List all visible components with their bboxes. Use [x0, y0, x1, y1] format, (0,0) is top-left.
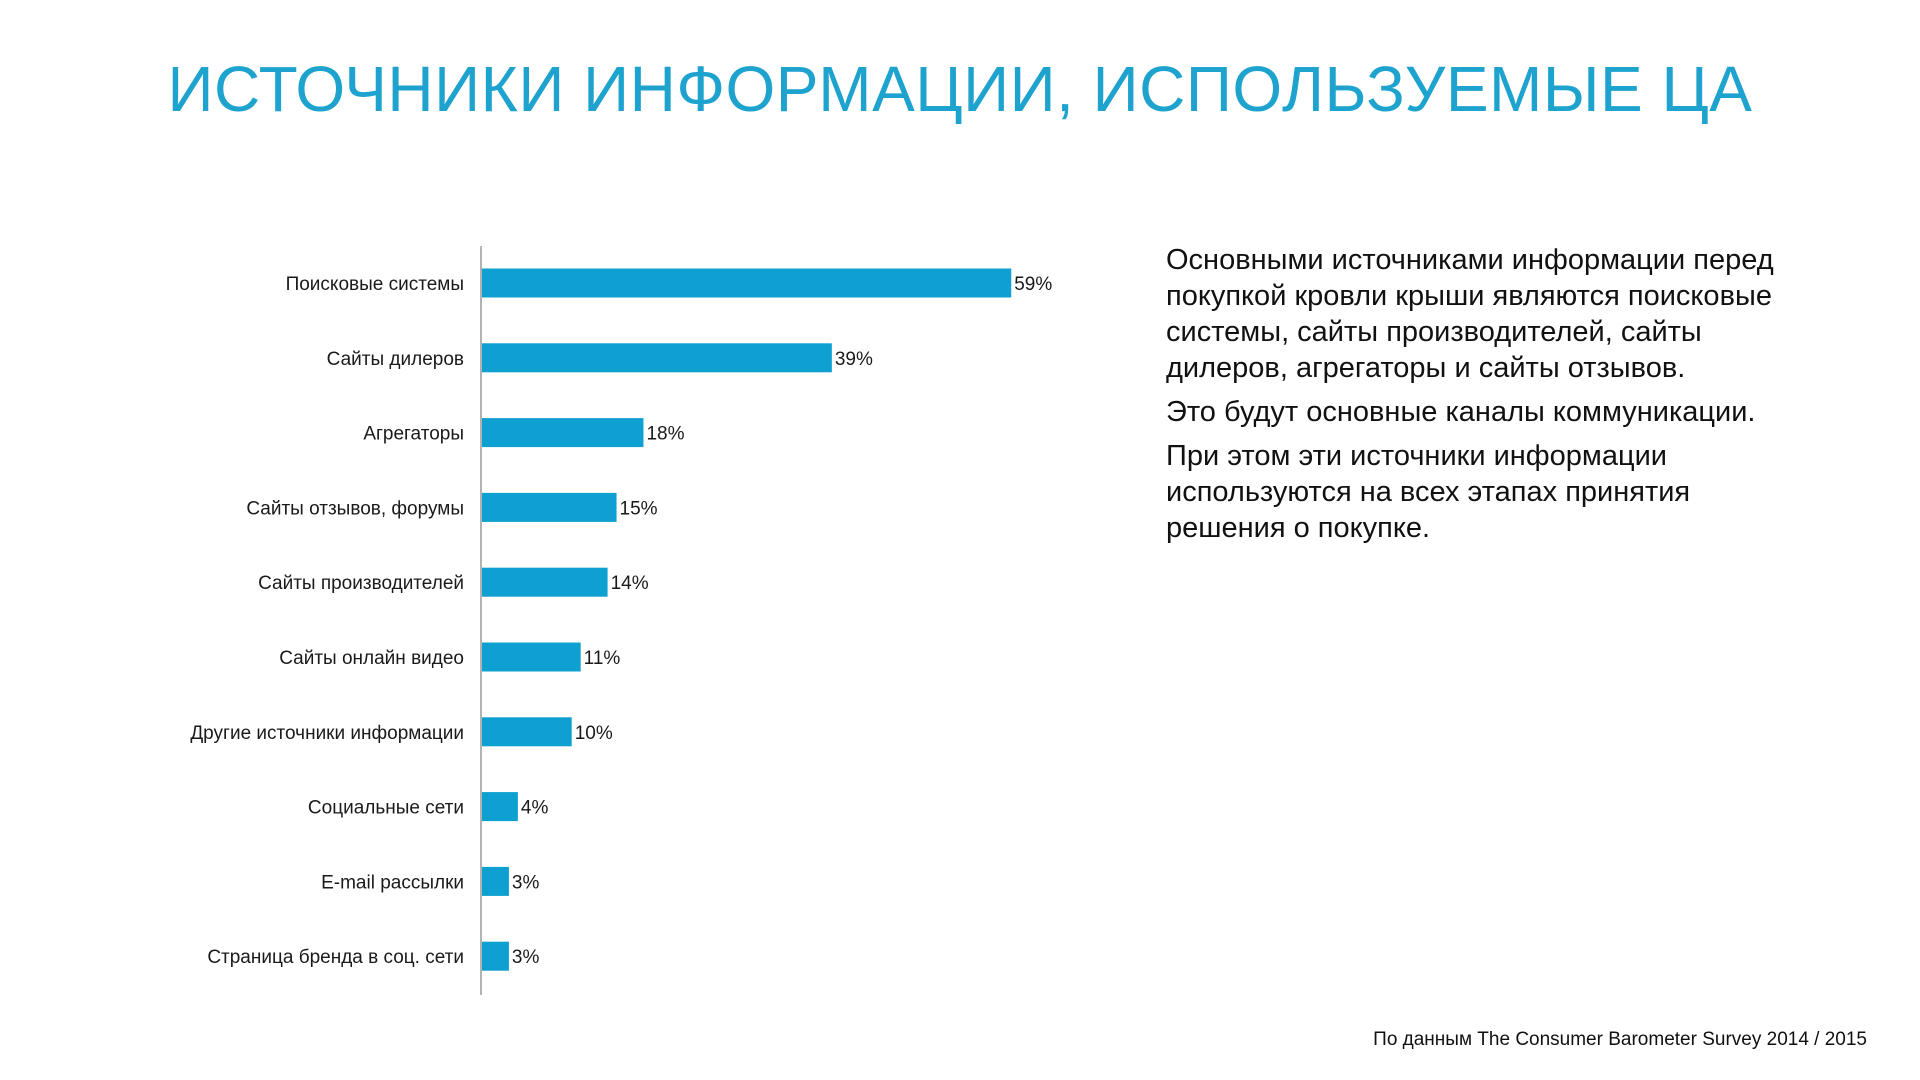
category-label: Другие источники информации	[190, 723, 464, 744]
description-paragraph-1: Основными источниками информации перед п…	[1166, 244, 1774, 384]
bar-row: Социальные сети 4%	[308, 792, 549, 822]
description-text: Основными источниками информации перед п…	[1166, 242, 1786, 554]
category-label: Сайты отзывов, форумы	[246, 498, 464, 519]
value-label: 39%	[835, 349, 873, 370]
value-label: 14%	[611, 573, 649, 594]
category-label: Социальные сети	[308, 798, 464, 819]
bar	[482, 418, 644, 448]
bar	[482, 268, 1012, 298]
bar	[482, 343, 832, 373]
category-label: Сайты дилеров	[327, 349, 464, 370]
bar	[482, 792, 518, 822]
value-label: 10%	[575, 723, 613, 744]
bar-row: Агрегаторы 18%	[363, 418, 685, 448]
value-label: 3%	[512, 947, 540, 968]
bar-row: Поисковые системы 59%	[286, 268, 1052, 298]
slide-title: ИСТОЧНИКИ ИНФОРМАЦИИ, ИСПОЛЬЗУЕМЫЕ ЦА	[167, 53, 1753, 125]
description-paragraph-2: Это будут основные каналы коммуникации.	[1166, 396, 1756, 428]
bar-row: Сайты онлайн видео 11%	[279, 642, 621, 672]
value-label: 18%	[646, 424, 684, 445]
bar	[482, 642, 581, 672]
description-paragraph-3: При этом эти источники информации исполь…	[1166, 440, 1691, 544]
bar	[482, 941, 509, 971]
bar-row: Страница бренда в соц. сети 3%	[207, 941, 540, 971]
value-label: 3%	[512, 872, 540, 893]
source-note: По данным The Consumer Barometer Survey …	[1373, 1029, 1867, 1050]
bar-row: E-mail рассылки 3%	[321, 866, 540, 896]
category-label: Поисковые системы	[286, 274, 464, 295]
value-label: 4%	[521, 798, 549, 819]
bar	[482, 717, 572, 747]
bar	[482, 492, 617, 522]
category-label: Сайты онлайн видео	[279, 648, 464, 669]
bar-row: Сайты производителей 14%	[258, 567, 649, 597]
bar	[482, 866, 509, 896]
category-label: E-mail рассылки	[321, 872, 464, 893]
bar-row: Другие источники информации 10%	[190, 717, 613, 747]
value-label: 15%	[620, 498, 658, 519]
bar	[482, 567, 608, 597]
category-label: Агрегаторы	[363, 424, 464, 445]
value-label: 11%	[584, 648, 621, 669]
bar-row: Сайты дилеров 39%	[327, 343, 873, 373]
category-label: Сайты производителей	[258, 573, 464, 594]
category-label: Страница бренда в соц. сети	[207, 947, 464, 968]
value-label: 59%	[1014, 274, 1052, 295]
bar-row: Сайты отзывов, форумы 15%	[246, 492, 658, 522]
